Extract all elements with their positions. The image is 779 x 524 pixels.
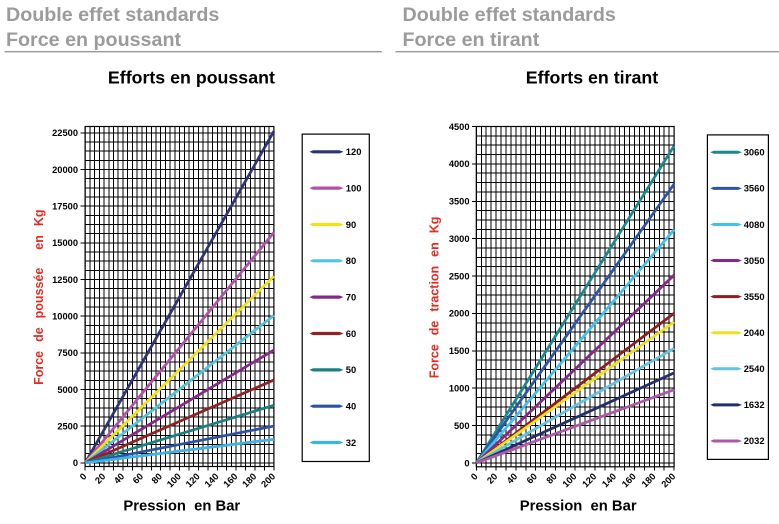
- svg-text:2500: 2500: [57, 422, 78, 432]
- svg-text:40: 40: [346, 401, 356, 412]
- svg-text:50: 50: [346, 364, 356, 375]
- svg-text:1500: 1500: [449, 346, 470, 356]
- svg-text:Efforts en poussant: Efforts en poussant: [108, 68, 275, 88]
- svg-text:3560: 3560: [744, 183, 765, 194]
- svg-text:1000: 1000: [449, 384, 470, 394]
- svg-text:Force de poussée en Kg: Force de poussée en Kg: [32, 209, 46, 384]
- svg-text:4000: 4000: [449, 159, 470, 169]
- svg-text:32: 32: [346, 437, 356, 448]
- svg-text:7500: 7500: [57, 348, 78, 358]
- svg-text:100: 100: [346, 183, 362, 194]
- svg-text:Efforts en tirant: Efforts en tirant: [526, 68, 658, 88]
- svg-text:Force en tirant: Force en tirant: [403, 29, 540, 51]
- svg-text:5000: 5000: [57, 385, 78, 395]
- svg-text:2000: 2000: [449, 309, 470, 319]
- svg-text:Pression en Bar: Pression en Bar: [123, 499, 240, 515]
- svg-text:3060: 3060: [744, 147, 765, 158]
- svg-text:10000: 10000: [52, 312, 78, 322]
- svg-text:2040: 2040: [744, 327, 765, 338]
- svg-text:Double effet standards: Double effet standards: [403, 4, 616, 26]
- svg-text:60: 60: [346, 328, 356, 339]
- svg-text:Pression en Bar: Pression en Bar: [520, 499, 637, 515]
- svg-text:2500: 2500: [449, 271, 470, 281]
- svg-text:17500: 17500: [52, 202, 78, 212]
- svg-text:0: 0: [78, 471, 89, 482]
- svg-text:0: 0: [469, 471, 480, 482]
- svg-text:0: 0: [464, 458, 469, 468]
- svg-text:20000: 20000: [52, 165, 78, 175]
- svg-text:3550: 3550: [744, 291, 765, 302]
- svg-text:4080: 4080: [744, 219, 765, 230]
- svg-text:Double effet standards: Double effet standards: [6, 4, 219, 26]
- svg-text:120: 120: [346, 146, 362, 157]
- svg-text:1632: 1632: [744, 399, 765, 410]
- svg-text:500: 500: [454, 421, 470, 431]
- svg-text:Force en poussant: Force en poussant: [6, 29, 181, 51]
- svg-text:2540: 2540: [744, 363, 765, 374]
- svg-text:12500: 12500: [52, 275, 78, 285]
- svg-text:22500: 22500: [52, 128, 78, 138]
- svg-text:15000: 15000: [52, 238, 78, 248]
- svg-text:2032: 2032: [744, 435, 765, 446]
- svg-text:3050: 3050: [744, 255, 765, 266]
- svg-text:Force de traction en Kg: Force de traction en Kg: [428, 217, 442, 379]
- svg-text:0: 0: [73, 458, 78, 468]
- svg-text:4500: 4500: [449, 122, 470, 132]
- svg-text:90: 90: [346, 219, 356, 230]
- svg-text:3500: 3500: [449, 197, 470, 207]
- svg-text:80: 80: [346, 255, 356, 266]
- svg-text:70: 70: [346, 292, 356, 303]
- svg-text:3000: 3000: [449, 234, 470, 244]
